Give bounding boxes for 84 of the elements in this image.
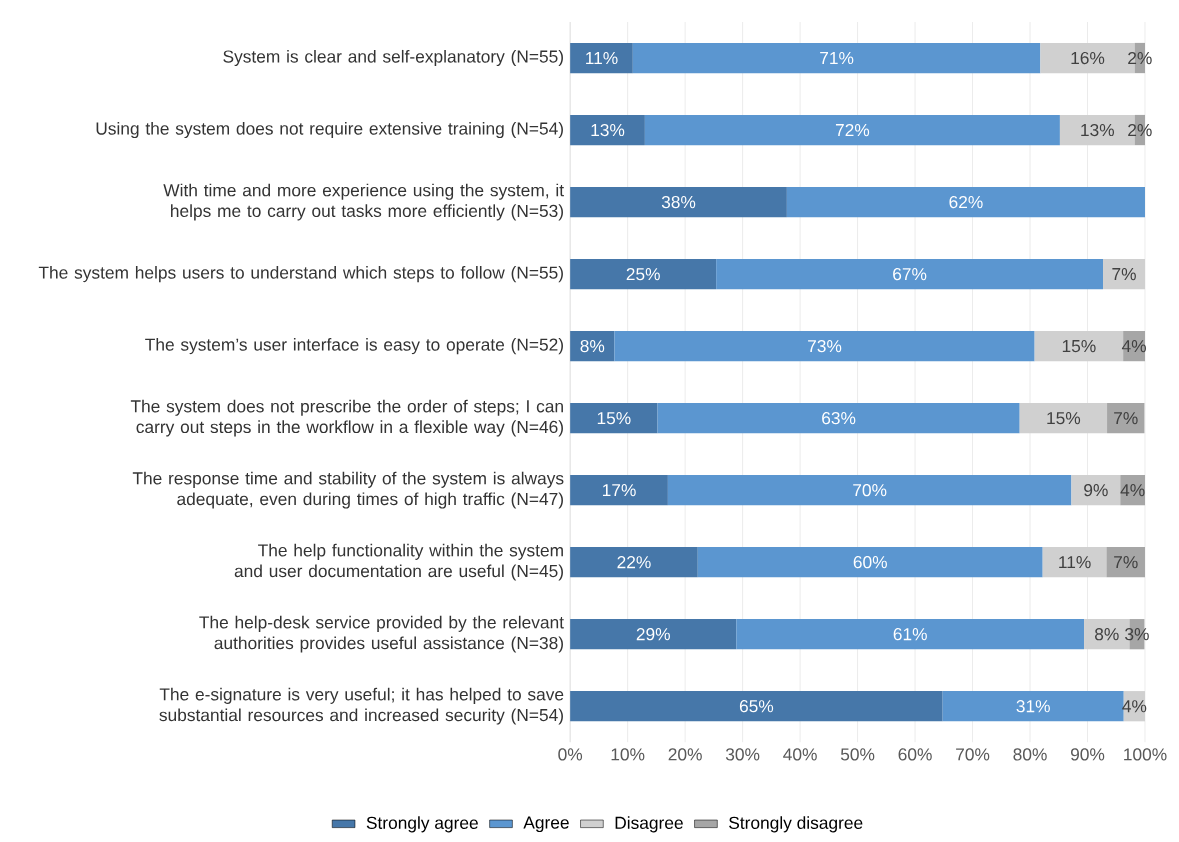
data-label: 8%	[1094, 628, 1119, 641]
bar	[570, 331, 615, 362]
bar	[1071, 475, 1121, 506]
bar	[570, 691, 943, 722]
y-tick-label: System is clear and self-explanatory (N=55)	[223, 50, 563, 67]
data-label: 15%	[1047, 412, 1081, 425]
data-label: 16%	[1071, 52, 1105, 65]
bar	[614, 331, 1035, 362]
data-label: 9%	[1084, 484, 1108, 497]
data-label: 72%	[835, 124, 870, 137]
bar	[716, 259, 1104, 290]
data-label: 17%	[602, 484, 636, 497]
data-label: 7%	[1114, 412, 1138, 425]
bar	[570, 547, 698, 578]
y-tick-label: The e-signature is very useful; it has helped to save substantial resources and increased security (N=54)	[159, 687, 564, 725]
data-label: 25%	[626, 268, 660, 281]
x-tick-label: 30%	[725, 748, 760, 761]
data-label: 11%	[1059, 556, 1091, 569]
y-tick-label: The help functionality within the system and user documentation are useful (N=45)	[234, 543, 563, 581]
y-tick-label: Using the system does not require extensive training (N=54)	[96, 122, 563, 139]
x-tick-label: 20%	[668, 748, 702, 761]
y-tick-label: The help-desk service provided by the relevant authorities provides useful assistance (N=38)	[199, 615, 564, 653]
y-tick-label: With time and more experience using the system, it helps me to carry out tasks more efficiently (N=53)	[163, 183, 564, 221]
bar	[570, 403, 658, 434]
bar	[570, 43, 633, 74]
bar	[570, 187, 787, 218]
legend-label: Disagree	[615, 816, 683, 833]
data-label: 7%	[1112, 268, 1136, 281]
bar	[644, 115, 1060, 146]
bar	[736, 619, 1085, 650]
data-label: 4%	[1120, 484, 1145, 497]
data-label: 73%	[808, 340, 842, 353]
y-tick-label: The system’s user interface is easy to operate (N=52)	[145, 338, 563, 355]
legend-label: Agree	[523, 816, 569, 833]
data-label: 13%	[591, 124, 625, 137]
data-label: 71%	[820, 52, 854, 65]
data-label: 61%	[893, 628, 927, 641]
bar	[942, 691, 1124, 722]
bar	[786, 187, 1145, 218]
bar	[570, 619, 737, 650]
data-label: 15%	[1062, 340, 1096, 353]
data-label: 67%	[893, 268, 927, 281]
data-label: 62%	[949, 196, 983, 209]
x-tick-label: 40%	[783, 748, 817, 761]
legend-label: Strongly agree	[366, 816, 478, 833]
data-label: 38%	[661, 196, 696, 209]
data-label: 60%	[853, 556, 887, 569]
legend-label: Strongly disagree	[729, 816, 863, 833]
bar	[1106, 547, 1145, 578]
data-label: 13%	[1081, 124, 1115, 137]
y-tick-label: The system helps users to understand which steps to follow (N=55)	[38, 266, 563, 283]
data-label: 7%	[1114, 556, 1138, 569]
data-label: 29%	[636, 628, 670, 641]
data-label: 8%	[580, 340, 605, 353]
x-tick-label: 90%	[1070, 748, 1105, 761]
data-label: 63%	[822, 412, 856, 425]
data-label: 2%	[1128, 124, 1152, 137]
data-label: 22%	[617, 556, 651, 569]
bar	[570, 475, 668, 506]
bar	[570, 115, 645, 146]
bar	[667, 475, 1072, 506]
data-label: 65%	[739, 700, 774, 713]
x-tick-label: 60%	[898, 748, 932, 761]
bar	[1034, 331, 1124, 362]
bar	[657, 403, 1020, 434]
x-tick-label: 80%	[1013, 748, 1047, 761]
data-label: 15%	[597, 412, 631, 425]
bar	[632, 43, 1041, 74]
y-tick-label: The system does not prescribe the order of steps; I can carry out steps in the workflow in a flexible way (N=46)	[130, 399, 563, 437]
x-tick-label: 0%	[558, 748, 583, 761]
data-label: 31%	[1016, 700, 1050, 713]
bar	[570, 259, 717, 290]
x-tick-label: 70%	[956, 748, 990, 761]
data-label: 11%	[586, 52, 618, 65]
data-label: 2%	[1128, 52, 1152, 65]
bar	[1107, 403, 1145, 434]
x-tick-label: 50%	[840, 748, 875, 761]
data-label: 70%	[853, 484, 887, 497]
x-tick-label: 10%	[611, 748, 645, 761]
bar	[1042, 547, 1107, 578]
bar	[1019, 403, 1108, 434]
bar	[697, 547, 1043, 578]
y-tick-label: The response time and stability of the system is always adequate, even during times of high traffic (N=47)	[132, 471, 564, 509]
x-tick-label: 100%	[1124, 748, 1167, 761]
